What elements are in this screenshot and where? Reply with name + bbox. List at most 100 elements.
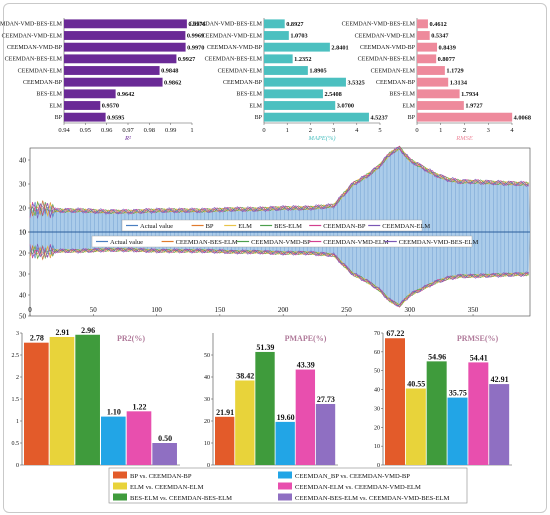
- mape-bar: [264, 31, 289, 40]
- pr2-value-label: 2.96: [81, 326, 95, 335]
- ts-x-tick-label: 100: [151, 306, 162, 314]
- r2-value-label: 0.9595: [107, 114, 124, 121]
- r2-x-tick-label: 0.96: [101, 127, 113, 134]
- prmse-bar: [489, 384, 510, 465]
- rmse-value-label: 0.8439: [439, 44, 456, 51]
- mape-x-tick-label: 4: [355, 127, 359, 134]
- pmape-bar: [275, 421, 295, 465]
- r2-category-label: BP: [55, 115, 63, 121]
- top-legend-label: Actual value: [140, 223, 173, 230]
- rmse-category-label: ELM: [402, 103, 415, 109]
- prediction-line-bottom: [29, 245, 529, 306]
- comparison-legend-swatch: [278, 471, 292, 479]
- rmse-x-tick-label: 1: [439, 127, 442, 134]
- prmse-bar: [468, 362, 489, 465]
- mape-x-tick-label: 0: [262, 127, 265, 134]
- pmape-bar-panel: 0 10 20 30 40 50 21.91 38.42 51.39 19.60 43.39 27.7…: [204, 333, 338, 469]
- pmape-value-label: 19.60: [277, 413, 295, 422]
- prmse-bar-panel: 0 10 20 30 40 50 60 70 67.22 40.55 54.96 35.75 54.41…: [374, 329, 512, 469]
- actual-area-bottom: [30, 232, 530, 306]
- mape-value-label: 1.8905: [309, 68, 326, 75]
- mape-category-label: ELM: [249, 103, 262, 109]
- r2-bar: [64, 42, 186, 52]
- mape-category-label: CEEMDAN-VMD-ELM: [202, 33, 263, 39]
- bottom-y-tick-label: 30: [19, 271, 27, 279]
- pr2-bar-panel: 0 0.5 1 1.5 2 2.5 3 2.78 2.91 2.96 1.10 1.22 0.50 PR2…: [12, 326, 180, 469]
- mape-category-label: BP: [255, 115, 263, 121]
- prmse-title: PRMSE(%): [457, 334, 499, 343]
- r2-x-tick-label: 0.94: [58, 127, 70, 134]
- prmse-y-tick-label: 0: [377, 463, 380, 469]
- mape-value-label: 2.5408: [324, 91, 341, 98]
- top-y-tick-label: 10: [19, 229, 27, 237]
- top-legend-label: ELM: [238, 223, 252, 230]
- top-legend-label: BP: [206, 223, 214, 230]
- rmse-value-label: 4.0068: [514, 114, 531, 121]
- top-y-tick-label: 30: [19, 181, 27, 189]
- pmape-y-tick-label: 10: [204, 441, 210, 447]
- ts-x-tick-label: 50: [90, 306, 98, 314]
- rmse-category-label: CEEMDAN-VMD-BES-ELM: [342, 22, 416, 28]
- mape-value-label: 3.5325: [347, 79, 364, 86]
- prmse-bar: [405, 388, 426, 465]
- top-y-tick-label: 20: [19, 205, 27, 213]
- r2-category-label: CEEMDAN-VMD-BES-ELM: [0, 22, 63, 28]
- bottom-y-tick-label: 40: [19, 292, 27, 300]
- rmse-bar: [417, 31, 430, 40]
- r2-value-label: 0.9862: [164, 79, 181, 86]
- top-y-tick-label: 40: [19, 157, 27, 165]
- comparison-legend-swatch: [278, 493, 292, 501]
- r2-category-label: CEEMDAN-VMD-BP: [7, 45, 63, 51]
- mape-category-label: CEEMDAN-VMD-BES-ELM: [189, 22, 263, 28]
- mape-bar-panel: CEEMDAN-VMD-BES-ELM 0.8927 CEEMDAN-VMD-ELM…: [189, 18, 388, 142]
- pmape-y-tick-label: 0: [207, 463, 210, 469]
- pr2-value-label: 0.50: [158, 434, 172, 443]
- mape-category-label: CEEMDAN-ELM: [218, 68, 263, 74]
- rmse-value-label: 1.7934: [461, 91, 479, 98]
- comparison-legend-swatch: [113, 482, 127, 490]
- prmse-y-tick-label: 10: [374, 444, 380, 450]
- pr2-y-tick-label: 2: [16, 375, 19, 381]
- bottom-legend-label: CEEMDAN-VMD-BES-ELM: [399, 239, 479, 246]
- pr2-value-label: 2.78: [30, 334, 44, 343]
- r2-value-label: 0.9848: [161, 68, 178, 75]
- pmape-value-label: 43.39: [297, 361, 315, 370]
- pr2-y-tick-label: 3: [16, 331, 19, 337]
- rmse-value-label: 0.5347: [431, 33, 448, 40]
- bottom-legend-box: [91, 235, 473, 248]
- pr2-bar: [49, 336, 75, 465]
- bottom-y-tick-label: 20: [19, 250, 27, 258]
- prmse-value-label: 40.55: [407, 380, 425, 389]
- pmape-y-tick-label: 20: [204, 419, 210, 425]
- pmape-y-tick-label: 50: [204, 353, 210, 359]
- r2-bar: [64, 77, 163, 87]
- mape-x-tick-label: 3: [332, 127, 335, 134]
- top-series-legend: Actual value BP ELM BES-ELM CEEMDAN-BP CEEMDA…: [121, 219, 430, 232]
- mape-bar: [264, 112, 369, 122]
- mape-bar: [264, 54, 293, 64]
- pmape-value-label: 21.91: [216, 408, 234, 417]
- ts-x-tick-label: 300: [404, 306, 415, 314]
- mape-category-label: CEEMDAN-BP: [223, 80, 263, 86]
- top-legend-label: BES-ELM: [274, 223, 302, 230]
- r2-bar: [64, 31, 186, 40]
- bottom-y-tick-label: 50: [19, 313, 27, 321]
- pr2-bar: [75, 334, 100, 465]
- r2-value-label: 0.9642: [117, 91, 134, 98]
- pr2-value-label: 2.91: [56, 328, 70, 337]
- mape-category-label: CEEMDAN-BES-ELM: [205, 57, 263, 63]
- pmape-y-tick-label: 30: [204, 397, 210, 403]
- prmse-bar: [385, 338, 405, 465]
- mape-value-label: 3.0700: [337, 103, 354, 110]
- pr2-title: PR2(%): [117, 334, 145, 343]
- mape-bar: [264, 101, 336, 110]
- rmse-x-tick-label: 2: [463, 127, 466, 134]
- rmse-bar-panel: CEEMDAN-VMD-BES-ELM 0.4612 CEEMDAN-VMD-ELM…: [342, 18, 531, 142]
- prmse-y-tick-label: 20: [374, 425, 380, 431]
- pmape-value-label: 38.42: [236, 371, 254, 380]
- rmse-category-label: CEEMDAN-VMD-BP: [360, 45, 416, 51]
- mape-category-label: BES-ELM: [236, 92, 262, 98]
- r2-category-label: CEEMDAN-ELM: [18, 68, 63, 74]
- rmse-category-label: BP: [408, 115, 416, 121]
- pr2-value-label: 1.22: [133, 402, 147, 411]
